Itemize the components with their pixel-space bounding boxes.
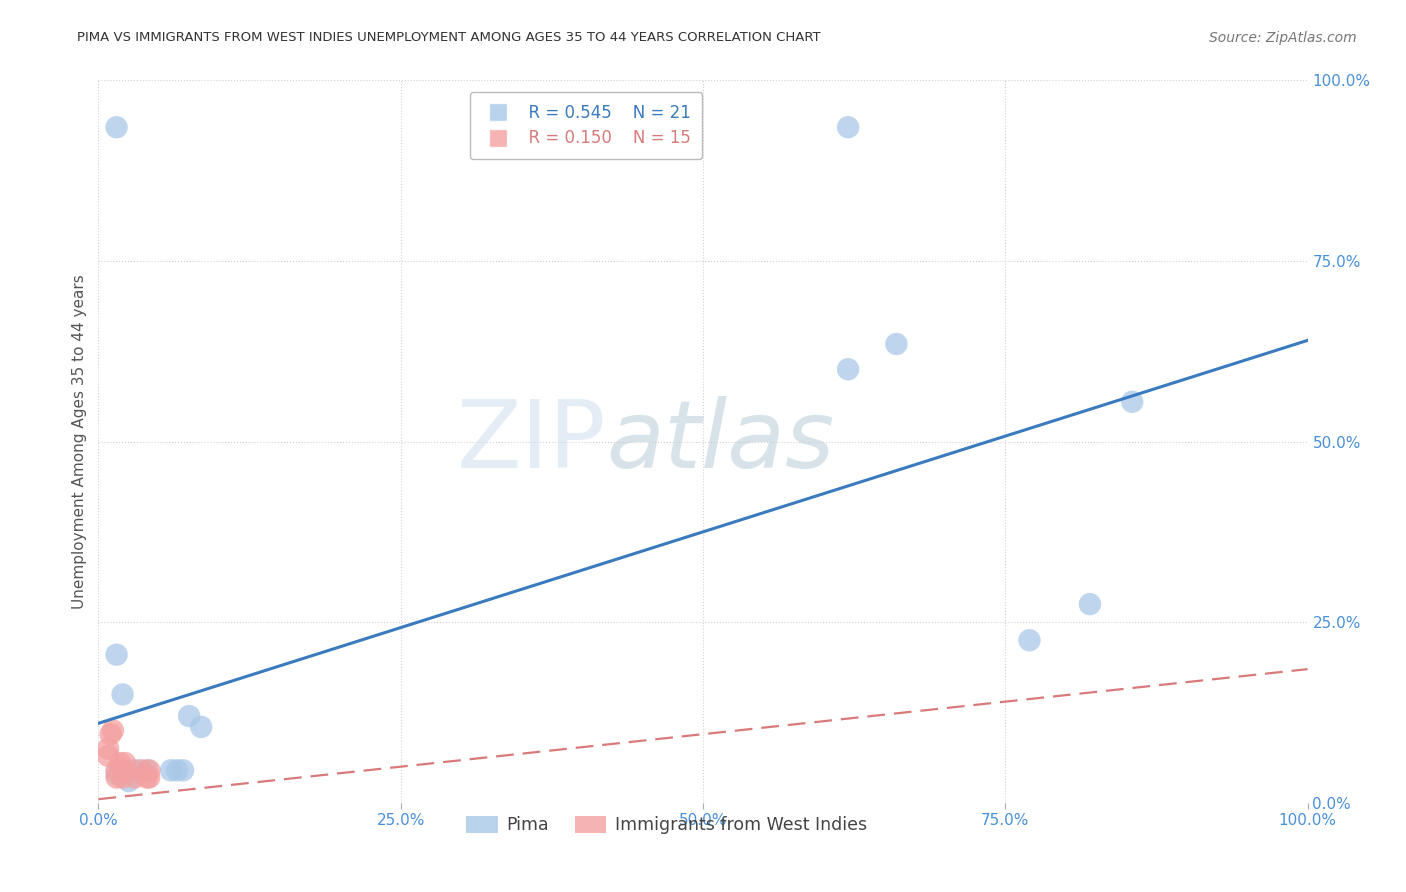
Point: [138, 764, 160, 778]
Point: [1121, 394, 1143, 409]
Point: [124, 764, 146, 778]
Point: [105, 648, 128, 662]
Point: [111, 771, 134, 785]
Point: [135, 764, 157, 778]
Point: [101, 723, 124, 738]
Point: [837, 362, 859, 376]
Point: [114, 756, 136, 770]
Point: [105, 120, 128, 135]
Point: [166, 764, 188, 778]
Point: [111, 687, 134, 701]
Point: [1018, 633, 1040, 648]
Point: [190, 720, 212, 734]
Point: [105, 771, 128, 785]
Point: [886, 337, 908, 351]
Point: [172, 764, 194, 778]
Point: [111, 764, 134, 778]
Text: PIMA VS IMMIGRANTS FROM WEST INDIES UNEMPLOYMENT AMONG AGES 35 TO 44 YEARS CORRE: PIMA VS IMMIGRANTS FROM WEST INDIES UNEM…: [77, 31, 821, 45]
Point: [118, 774, 141, 789]
Point: [108, 756, 131, 770]
Point: [97, 748, 120, 763]
Y-axis label: Unemployment Among Ages 35 to 44 years: Unemployment Among Ages 35 to 44 years: [72, 274, 87, 609]
Point: [129, 764, 152, 778]
Point: [179, 709, 201, 723]
Text: atlas: atlas: [606, 396, 835, 487]
Point: [138, 771, 160, 785]
Point: [124, 771, 146, 785]
Point: [1078, 597, 1101, 611]
Point: [105, 767, 128, 781]
Point: [135, 771, 157, 785]
Point: [105, 764, 128, 778]
Point: [160, 764, 183, 778]
Point: [837, 120, 859, 135]
Legend: Pima, Immigrants from West Indies: Pima, Immigrants from West Indies: [460, 809, 875, 841]
Point: [100, 727, 122, 741]
Text: Source: ZipAtlas.com: Source: ZipAtlas.com: [1209, 31, 1357, 45]
Point: [97, 741, 120, 756]
Text: ZIP: ZIP: [457, 395, 606, 488]
